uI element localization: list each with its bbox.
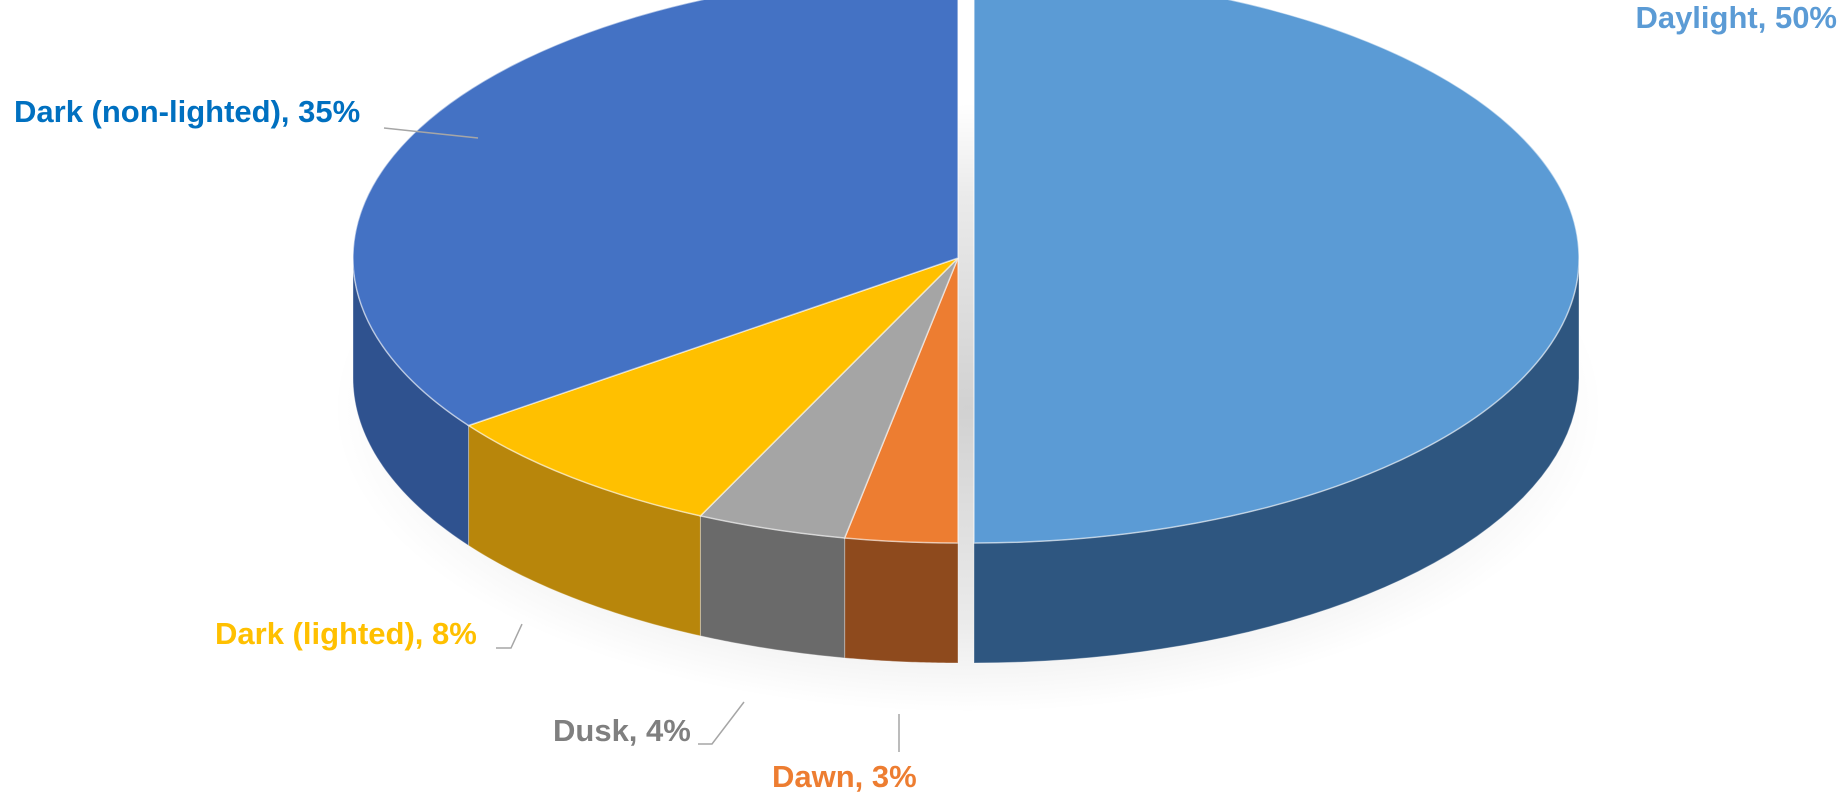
pie-slice-side-dusk xyxy=(699,515,846,659)
leader-line-dark-lighted- xyxy=(496,623,523,649)
pie-slice-dark-non-lighted- xyxy=(352,0,959,427)
data-label-dark-lighted-: Dark (lighted), 8% xyxy=(215,616,477,651)
pie-slice-side-dawn xyxy=(844,537,959,664)
pie-slice-dark-lighted- xyxy=(466,257,959,517)
data-label-dark-non-lighted-: Dark (non-lighted), 35% xyxy=(14,94,360,129)
pie-slice-daylight xyxy=(973,0,1580,544)
leader-line-dark-non-lighted- xyxy=(383,127,479,139)
data-label-daylight: Daylight, 50% xyxy=(1635,0,1837,35)
data-label-dusk: Dusk, 4% xyxy=(553,713,691,748)
data-label-dawn: Dawn, 3% xyxy=(772,759,917,794)
leader-line-dusk xyxy=(698,701,745,745)
